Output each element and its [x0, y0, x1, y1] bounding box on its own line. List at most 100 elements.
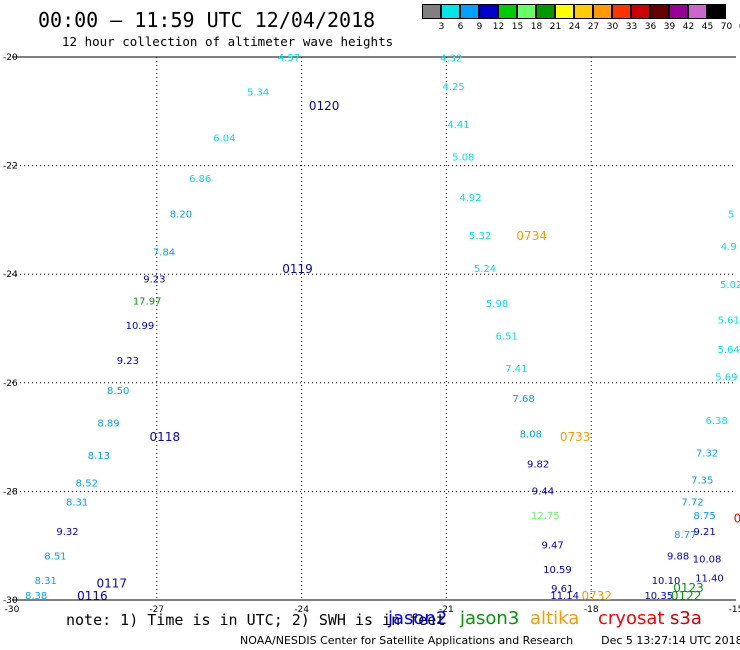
colorbar-label: 21: [549, 22, 562, 32]
wave-height-value: 6.51: [496, 332, 518, 343]
wave-height-value: 5.32: [469, 231, 491, 242]
wave-height-value: 4.32: [440, 54, 462, 65]
wave-height-value: 9.23: [117, 356, 139, 367]
credit-text: NOAA/NESDIS Center for Satellite Applica…: [240, 634, 574, 647]
x-tick-label: -24: [294, 605, 309, 615]
colorbar-swatch: [555, 4, 574, 19]
colorbar-swatch: [422, 4, 441, 19]
wave-height-value: 8.51: [44, 552, 66, 563]
wave-height-value: 11.40: [695, 573, 724, 584]
colorbar-swatch: [688, 4, 707, 19]
wave-height-value: 6.04: [213, 133, 235, 144]
mission-label: cryosat: [598, 608, 665, 629]
chart-title: 00:00 – 11:59 UTC 12/04/2018: [38, 8, 376, 32]
wave-height-value: 4.57: [278, 53, 300, 64]
y-tick-label: -26: [3, 379, 18, 389]
x-tick-label: -18: [584, 605, 599, 615]
timestamp: Dec 5 13:27:14 UTC 2018: [601, 634, 740, 647]
wave-height-value: 6.86: [189, 174, 211, 185]
wave-height-value: 9.61: [551, 584, 573, 595]
wave-height-value: 6.38: [706, 416, 728, 427]
wave-height-value: 7.84: [153, 247, 175, 258]
mission-label: altika: [530, 608, 580, 629]
y-tick-label: -28: [3, 487, 18, 497]
wave-height-value: 4.25: [443, 82, 465, 93]
wave-height-value: 8.31: [35, 576, 57, 587]
wave-height-value: 5.98: [486, 299, 508, 310]
wave-height-value: 5.02: [720, 280, 740, 291]
mission-label: jason2: [388, 608, 448, 629]
colorbar-label: (ft): [736, 22, 740, 32]
colorbar-swatch: [669, 4, 688, 19]
wave-height-value: 5.69: [715, 372, 737, 383]
wave-height-value: 5.34: [247, 87, 269, 98]
x-tick-label: -15: [729, 605, 740, 615]
colorbar-label: 70: [720, 22, 733, 32]
y-tick-label: -22: [3, 162, 18, 172]
colorbar-swatch: [460, 4, 479, 19]
wave-height-value: 9.21: [693, 527, 715, 538]
wave-height-value: 7.32: [696, 448, 718, 459]
colorbar-label: 24: [568, 22, 581, 32]
pass-time-label: 0122: [671, 589, 702, 603]
y-tick-label: -24: [3, 270, 18, 280]
mission-label: jason3: [460, 608, 520, 629]
chart-subtitle: 12 hour collection of altimeter wave hei…: [62, 34, 394, 49]
wave-height-value: 12.75: [531, 511, 560, 522]
wave-height-value: 8.77: [674, 530, 696, 541]
credit-line: NOAA/NESDIS Center for Satellite Applica…: [240, 634, 740, 647]
colorbar-swatch: [441, 4, 460, 19]
wave-height-value: 8.75: [693, 511, 715, 522]
wave-height-value: 9.32: [56, 527, 78, 538]
wave-height-value: 8.89: [97, 419, 119, 430]
colorbar-label: 3: [438, 22, 445, 32]
colorbar-label: 15: [511, 22, 524, 32]
wave-height-value: 8.31: [66, 497, 88, 508]
wave-height-value: 9.82: [527, 459, 549, 470]
wave-height-value: 4.41: [447, 120, 469, 131]
colorbar-label: 12: [492, 22, 505, 32]
x-tick-label: -30: [5, 605, 20, 615]
pass-time-label: 0734: [516, 229, 547, 243]
colorbar-label: 39: [663, 22, 676, 32]
colorbar-label: 42: [682, 22, 695, 32]
wave-height-value: 7.41: [505, 364, 527, 375]
colorbar-swatch: [517, 4, 536, 19]
wave-height-value: 10.99: [126, 321, 155, 332]
wave-height-value: 8.20: [170, 209, 192, 220]
colorbar-label: 33: [625, 22, 638, 32]
colorbar-label: 30: [606, 22, 619, 32]
wave-height-value: 7.68: [512, 394, 534, 405]
colorbar-label: 18: [530, 22, 543, 32]
wave-height-value: 10.10: [652, 576, 681, 587]
wave-height-value: 8.38: [25, 591, 47, 602]
pass-time-label: 0120: [309, 99, 340, 113]
wave-height-value: 4.9: [721, 242, 737, 253]
colorbar-swatch: [593, 4, 612, 19]
mission-label: s3a: [670, 608, 702, 629]
x-tick-label: -21: [439, 605, 454, 615]
colorbar-swatch: [498, 4, 517, 19]
wave-height-value: 7.72: [681, 497, 703, 508]
colorbar-swatch: [574, 4, 593, 19]
colorbar-label: 36: [644, 22, 657, 32]
wave-height-value: 9.88: [667, 552, 689, 563]
pass-time-label: 0119: [282, 262, 313, 276]
wave-height-value: 17.97: [133, 296, 162, 307]
colorbar-label: 9: [476, 22, 483, 32]
wave-height-value: 9.47: [541, 541, 563, 552]
wave-height-value: 10.08: [693, 554, 722, 565]
pass-time-label: 0116: [77, 589, 108, 603]
colorbar-swatch: [536, 4, 555, 19]
pass-time-label: 0733: [560, 430, 591, 444]
wave-height-value: 9.23: [143, 275, 165, 286]
colorbar-label: 45: [701, 22, 714, 32]
wave-height-value: 8.13: [88, 451, 110, 462]
pass-time-label: 0117: [96, 577, 127, 591]
colorbar-label: 6: [457, 22, 464, 32]
colorbar-swatch: [631, 4, 650, 19]
y-tick-label: -30: [3, 596, 18, 606]
colorbar-label: 27: [587, 22, 600, 32]
wave-height-value: 8.50: [107, 386, 129, 397]
